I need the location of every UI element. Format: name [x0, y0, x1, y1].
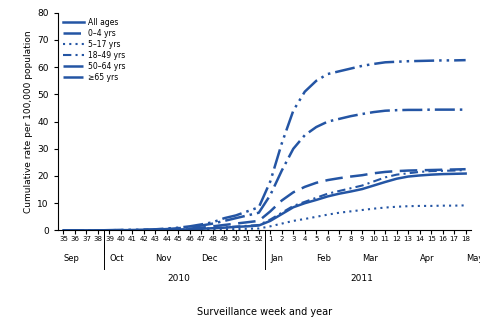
Y-axis label: Cumulative rate per 100,000 population: Cumulative rate per 100,000 population	[24, 30, 33, 213]
Text: 2010: 2010	[167, 274, 190, 283]
Text: Jan: Jan	[270, 254, 283, 263]
Text: May: May	[465, 254, 480, 263]
Text: Mar: Mar	[361, 254, 377, 263]
Text: 2011: 2011	[350, 274, 373, 283]
Legend: All ages, 0–4 yrs, 5–17 yrs, 18–49 yrs, 50–64 yrs, ≥65 yrs: All ages, 0–4 yrs, 5–17 yrs, 18–49 yrs, …	[61, 17, 127, 83]
Text: Apr: Apr	[419, 254, 433, 263]
Text: Surveillance week and year: Surveillance week and year	[197, 307, 331, 317]
Text: Feb: Feb	[315, 254, 331, 263]
Text: Nov: Nov	[155, 254, 171, 263]
Text: Dec: Dec	[201, 254, 217, 263]
Text: Sep: Sep	[63, 254, 79, 263]
Text: Oct: Oct	[109, 254, 124, 263]
